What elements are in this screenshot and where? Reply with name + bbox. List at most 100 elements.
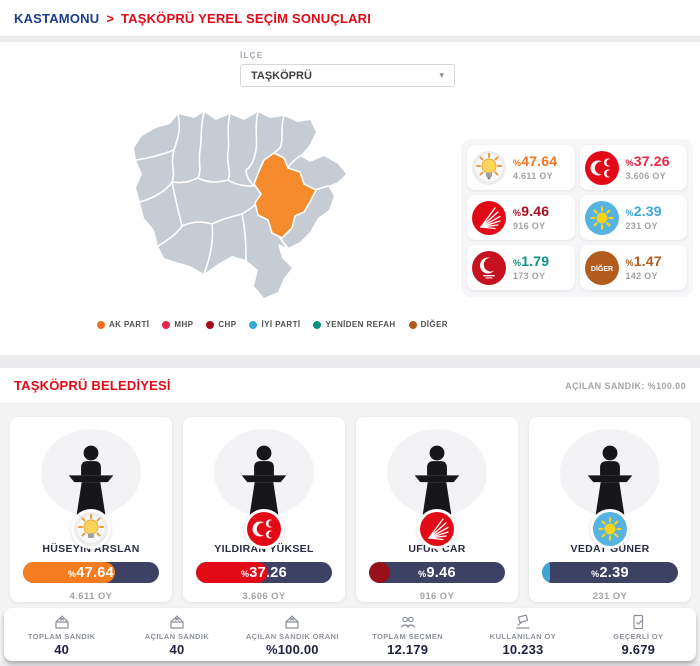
chevron-down-icon: ▾ <box>439 70 444 80</box>
vote-share-pill: %9.46 <box>369 562 505 583</box>
yeniden-refah-logo-icon <box>472 250 506 285</box>
ballot-box-icon <box>52 613 72 631</box>
map-legend: AK PARTİ MHP CHP İYİ PARTİ YENİDEN REFAH… <box>97 320 448 329</box>
party-votes: 142 OY <box>625 271 658 281</box>
municipality-section: TAŞKÖPRÜ BELEDİYESİ AÇILAN SANDIK: %100.… <box>0 368 700 661</box>
stats-bar: TOPLAM SANDIK 40 AÇILAN SANDIK 40 AÇILAN… <box>4 608 696 661</box>
legend-dot <box>249 320 258 329</box>
stat-value: 40 <box>54 641 70 657</box>
stat-valid-votes: GEÇERLİ OY 9.679 <box>581 608 696 661</box>
legend-dot <box>313 320 322 329</box>
candidate-party-badge-iyi <box>590 509 630 549</box>
district-filter: İLÇE TAŞKÖPRÜ ▾ <box>240 50 455 87</box>
pill-fill <box>369 562 391 583</box>
mhp-logo-icon <box>247 512 281 546</box>
akparti-logo-icon <box>472 150 506 185</box>
candidate-votes: 4.611 OY <box>69 591 113 602</box>
stat-label: AÇILAN SANDIK <box>144 631 210 641</box>
legend-item-diger: DİĞER <box>408 320 448 329</box>
stat-used-votes: KULLANILAN OY 10.233 <box>465 608 580 661</box>
candidate-card: YILDIRAN YÜKSEL %37.26 3.606 OY <box>183 417 345 602</box>
legend-dot <box>97 320 105 329</box>
result-card-iyi: %2.39 231 OY <box>579 195 687 240</box>
candidate-name: UFUK CAR <box>408 543 466 556</box>
mhp-logo-icon <box>584 150 619 185</box>
province-silhouette <box>134 112 346 298</box>
breadcrumb: KASTAMONU > TAŞKÖPRÜ YEREL SEÇİM SONUÇLA… <box>0 0 700 37</box>
result-card-akparti: %47.64 4.611 OY <box>467 145 575 190</box>
vote-share-pill: %2.39 <box>542 562 678 583</box>
result-card-mhp: %37.26 3.606 OY <box>579 145 687 190</box>
stat-label: GEÇERLİ OY <box>613 631 664 641</box>
legend-item-akparti: AK PARTİ <box>97 320 149 329</box>
stat-total-voters: TOPLAM SEÇMEN 12.179 <box>350 608 465 661</box>
candidate-party-badge-chp <box>417 509 457 549</box>
party-votes: 4.611 OY <box>513 171 553 181</box>
province-map <box>112 98 444 314</box>
stat-label: TOPLAM SANDIK <box>27 631 96 641</box>
stat-value: 12.179 <box>387 641 429 657</box>
party-percent: %37.26 <box>625 153 670 169</box>
municipality-header: TAŞKÖPRÜ BELEDİYESİ AÇILAN SANDIK: %100.… <box>0 368 700 404</box>
valid-vote-icon <box>628 613 648 631</box>
candidate-card: VEDAT GÜNER %2.39 231 OY <box>529 417 691 602</box>
iyi-parti-logo-icon <box>584 200 619 235</box>
result-card-diger: DİĞER %1.47 142 OY <box>579 245 687 290</box>
candidate-avatar <box>41 429 141 517</box>
district-borders <box>135 111 329 275</box>
party-votes: 173 OY <box>513 271 546 281</box>
stat-value: 40 <box>169 641 185 657</box>
candidate-percent: %47.64 <box>67 564 115 581</box>
stat-value: 10.233 <box>502 641 544 657</box>
result-card-yeniden-refah: %1.79 173 OY <box>467 245 575 290</box>
breadcrumb-province-link[interactable]: KASTAMONU <box>14 10 100 26</box>
candidate-avatar <box>214 429 314 517</box>
candidate-party-badge-mhp <box>244 509 284 549</box>
candidate-percent: %2.39 <box>591 564 629 581</box>
ballot-box-ratio-icon <box>282 613 302 631</box>
legend-item-iyi: İYİ PARTİ <box>249 320 300 329</box>
stat-label: TOPLAM SEÇMEN <box>372 631 444 641</box>
chp-logo-icon <box>420 512 454 546</box>
candidate-card: HÜSEYİN ARSLAN %47.64 4.611 OY <box>10 417 172 602</box>
chp-logo-icon <box>472 200 506 235</box>
podium-person-icon <box>241 445 287 515</box>
candidate-votes: 916 OY <box>419 591 455 602</box>
stat-label: AÇILAN SANDIK ORANI <box>245 631 339 641</box>
party-percent: %1.47 <box>625 253 662 269</box>
stat-label: KULLANILAN OY <box>489 631 557 641</box>
pill-fill <box>23 562 115 583</box>
party-percent: %1.79 <box>513 253 550 269</box>
district-filter-label: İLÇE <box>240 50 264 60</box>
candidate-card: UFUK CAR %9.46 916 OY <box>356 417 518 602</box>
stat-opened-ballot-boxes: AÇILAN SANDIK 40 <box>119 608 234 661</box>
party-results-panel: %47.64 4.611 OY %37.26 3.606 OY <box>461 139 693 297</box>
kastamonu-map-svg <box>134 111 346 298</box>
candidate-percent: %37.26 <box>240 564 288 581</box>
party-votes: 3.606 OY <box>625 171 666 181</box>
district-select[interactable]: TAŞKÖPRÜ ▾ <box>240 64 455 87</box>
municipality-title: TAŞKÖPRÜ BELEDİYESİ <box>14 378 171 393</box>
result-card-chp: %9.46 916 OY <box>467 195 575 240</box>
legend-dot <box>206 320 215 329</box>
voters-icon <box>398 613 418 631</box>
candidate-votes: 231 OY <box>592 591 628 602</box>
party-votes: 231 OY <box>625 221 658 231</box>
akparti-logo-icon <box>74 512 108 546</box>
stat-value: 9.679 <box>621 641 656 657</box>
stat-opened-ballot-ratio: AÇILAN SANDIK ORANI %100.00 <box>235 608 350 661</box>
candidate-avatar <box>560 429 660 517</box>
ballot-status: AÇILAN SANDIK: %100.00 <box>565 380 686 391</box>
pill-fill <box>196 562 269 583</box>
party-percent: %47.64 <box>513 153 558 169</box>
vote-share-pill: %47.64 <box>23 562 159 583</box>
ballot-box-icon <box>167 613 187 631</box>
selected-district-shape[interactable] <box>253 152 317 239</box>
podium-person-icon <box>414 445 460 515</box>
candidate-votes: 3.606 OY <box>242 591 286 602</box>
podium-person-icon <box>68 445 114 515</box>
candidate-name: HÜSEYİN ARSLAN <box>42 543 140 556</box>
party-percent: %2.39 <box>625 203 662 219</box>
candidate-avatar <box>387 429 487 517</box>
candidate-name: YILDIRAN YÜKSEL <box>214 543 314 556</box>
